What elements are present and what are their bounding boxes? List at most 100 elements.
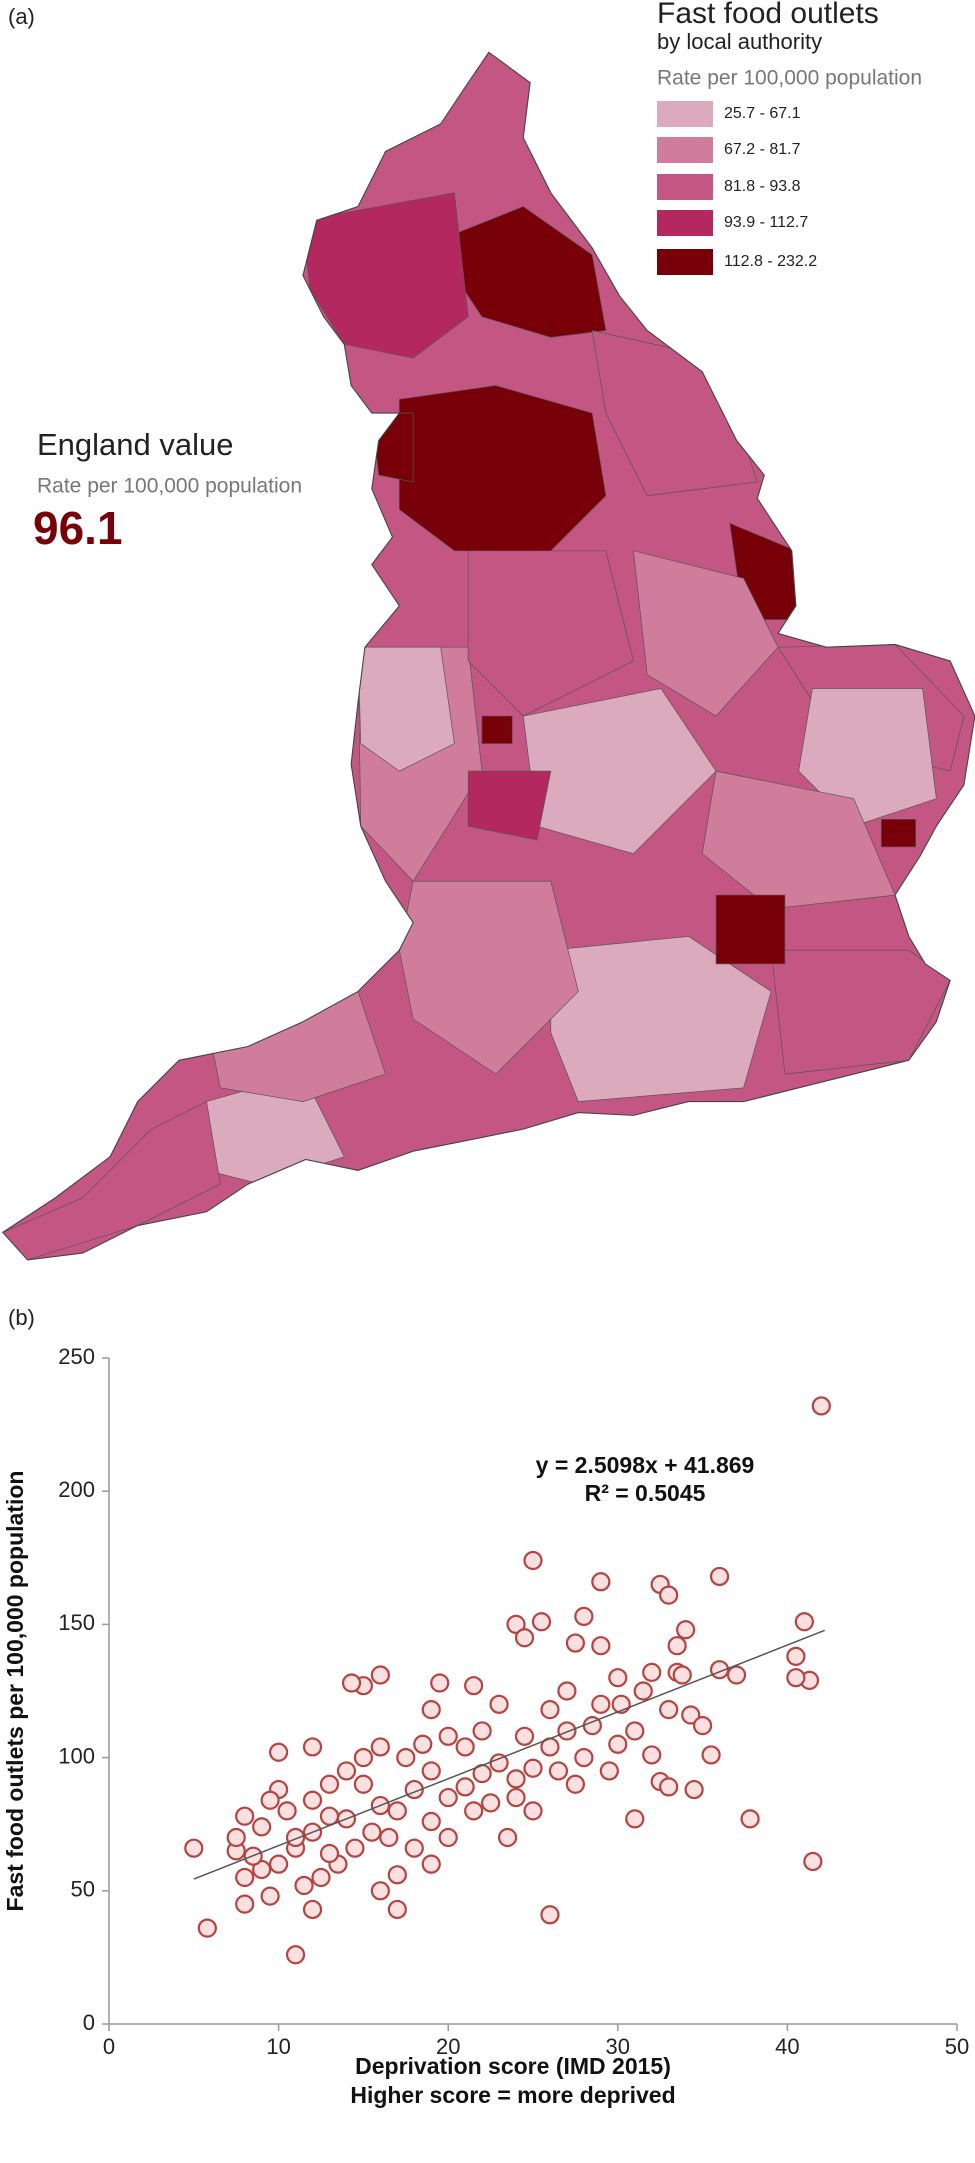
x-axis-title: Deprivation score (IMD 2015) — [355, 2053, 671, 2079]
data-point — [455, 1737, 475, 1757]
data-point — [421, 1761, 441, 1781]
scatter-chart: (b) 0 50 100 150 200 250 0 10 20 30 40 50 Deprivation… — [2, 1305, 969, 2108]
data-point — [302, 1899, 323, 1920]
legend-label: 25.7 - 67.1 — [724, 105, 801, 122]
data-point — [472, 1721, 492, 1741]
data-point — [489, 1694, 509, 1714]
data-point — [681, 1705, 701, 1725]
data-point — [302, 1790, 323, 1810]
data-point — [786, 1668, 806, 1688]
panel-label: (b) — [8, 1305, 35, 1330]
map-region — [550, 936, 772, 1102]
data-point — [438, 1726, 458, 1746]
data-point — [319, 1806, 340, 1826]
data-point — [659, 1585, 679, 1605]
data-point — [684, 1779, 704, 1800]
data-point — [396, 1747, 416, 1768]
map-region — [880, 818, 917, 848]
data-point — [413, 1734, 433, 1754]
data-point — [803, 1851, 823, 1872]
data-point — [565, 1774, 586, 1794]
data-point — [438, 1787, 458, 1808]
data-point — [311, 1867, 331, 1888]
legend-swatch — [657, 101, 713, 127]
y-tick-label: 50 — [71, 1877, 95, 1902]
data-point — [794, 1612, 814, 1632]
legend-subtitle: by local authority — [657, 29, 822, 54]
data-point — [740, 1809, 760, 1829]
data-point — [336, 1761, 357, 1781]
data-point — [531, 1612, 552, 1632]
data-point — [574, 1606, 594, 1627]
data-point — [379, 1827, 399, 1848]
x-tick-label: 20 — [436, 2034, 460, 2059]
data-point — [184, 1838, 204, 1858]
legend-swatch — [657, 174, 713, 200]
data-point — [235, 1894, 255, 1914]
data-point — [285, 1827, 306, 1848]
legend-label: 67.2 - 81.7 — [724, 141, 801, 158]
england-unit: Rate per 100,000 population — [37, 475, 302, 498]
legend-title: Fast food outlets — [657, 0, 879, 30]
y-tick-label: 100 — [58, 1743, 95, 1768]
data-point — [548, 1761, 569, 1781]
data-point — [523, 1758, 543, 1778]
data-point — [599, 1761, 619, 1781]
data-point — [353, 1747, 373, 1768]
map-region — [2, 1101, 221, 1260]
data-point — [557, 1681, 577, 1701]
legend-swatch — [657, 210, 713, 236]
data-point — [659, 1700, 679, 1720]
data-point — [260, 1886, 280, 1906]
data-point — [345, 1838, 365, 1858]
data-point — [523, 1801, 543, 1821]
data-point — [464, 1801, 484, 1821]
x-tick-label: 30 — [606, 2034, 630, 2059]
x-tick-label: 50 — [945, 2034, 969, 2059]
x-tick-label: 40 — [775, 2034, 799, 2059]
map — [2, 51, 975, 1261]
data-point — [667, 1636, 687, 1656]
data-point — [387, 1865, 407, 1885]
data-point — [197, 1918, 217, 1938]
data-point — [565, 1633, 586, 1653]
data-point — [370, 1881, 390, 1901]
data-point — [235, 1867, 255, 1888]
data-point — [591, 1636, 611, 1656]
data-point — [387, 1801, 407, 1821]
data-point — [294, 1875, 314, 1896]
data-point — [302, 1737, 323, 1757]
data-point — [514, 1726, 535, 1746]
y-tick-label: 0 — [83, 2010, 95, 2035]
legend-swatch — [657, 137, 713, 163]
legend: 25.7 - 67.1 67.2 - 81.7 81.8 - 93.8 93.9 - … — [657, 101, 817, 275]
data-point — [506, 1787, 526, 1808]
england-title: England value — [37, 427, 234, 462]
data-point — [421, 1854, 441, 1874]
data-point — [362, 1822, 382, 1842]
data-point — [591, 1694, 611, 1714]
data-point — [455, 1777, 475, 1797]
data-point — [642, 1662, 662, 1682]
england-value: 96.1 — [33, 502, 123, 554]
map-region — [701, 770, 896, 910]
y-tick-label: 200 — [58, 1477, 95, 1502]
data-point — [701, 1745, 721, 1765]
legend-label: 112.8 - 232.2 — [724, 253, 817, 270]
data-point — [353, 1774, 373, 1794]
map-region — [467, 770, 552, 841]
data-point — [341, 1673, 362, 1693]
data-point — [692, 1716, 713, 1736]
map-region — [633, 550, 779, 717]
data-point — [277, 1801, 297, 1821]
legend-label: 93.9 - 112.7 — [724, 214, 808, 231]
data-point — [252, 1859, 272, 1880]
data-point — [481, 1793, 501, 1813]
map-region — [357, 646, 455, 772]
annotation: R² = 0.5045 — [585, 1480, 706, 1506]
x-tick-label: 0 — [103, 2034, 115, 2059]
data-point — [269, 1742, 289, 1762]
data-point — [540, 1700, 560, 1720]
map-region — [770, 949, 951, 1075]
data-point — [370, 1737, 390, 1757]
